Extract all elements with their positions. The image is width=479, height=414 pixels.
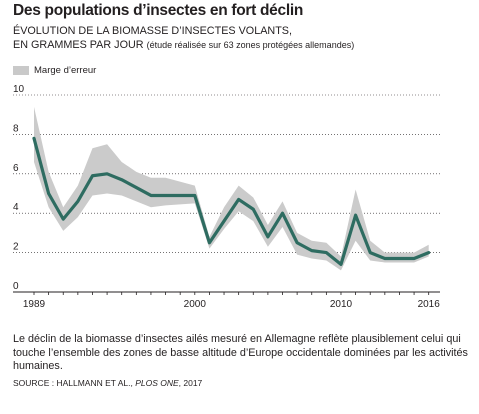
y-tick-label-8: 8 — [13, 123, 19, 134]
data-point-2003 — [237, 198, 240, 201]
subtitle-line-2: EN GRAMMES PAR JOUR (étude réalisée sur … — [13, 38, 354, 52]
chart-legend: Marge d’erreur — [13, 64, 96, 76]
data-point-2008 — [310, 249, 313, 252]
data-point-2015 — [412, 257, 416, 260]
data-point-2000 — [193, 194, 196, 197]
legend-swatch-error-margin — [13, 65, 29, 75]
data-point-2012 — [369, 251, 372, 254]
error-band — [34, 106, 429, 271]
x-tick-label-1989: 1989 — [23, 299, 46, 310]
subtitle-line-1: ÉVOLUTION DE LA BIOMASSE D’INSECTES VOLA… — [13, 25, 292, 37]
data-point-1995 — [120, 178, 123, 181]
y-tick-label-0: 0 — [13, 281, 19, 292]
data-point-2014 — [398, 257, 401, 260]
source-journal: PLOS ONE — [135, 378, 179, 388]
chart-source: SOURCE : HALLMANN ET AL., PLOS ONE, 2017 — [13, 378, 202, 388]
data-point-1990 — [47, 192, 50, 195]
y-axis-labels: 0 2 4 6 8 10 — [13, 84, 25, 292]
x-tick-label-2000: 2000 — [184, 299, 207, 310]
data-point-2013 — [383, 257, 387, 260]
data-point-1989 — [32, 137, 36, 140]
x-axis — [13, 291, 440, 295]
y-tick-label-10: 10 — [13, 84, 25, 95]
chart-svg: 0 2 4 6 8 10 1989 2000 2010 2016 — [13, 84, 440, 310]
x-axis-labels: 1989 2000 2010 2016 — [23, 299, 440, 310]
data-point-1998 — [164, 194, 167, 197]
y-tick-label-4: 4 — [13, 202, 19, 213]
grid-lines — [13, 94, 440, 253]
series-line-group — [32, 136, 431, 267]
data-point-2004 — [252, 208, 255, 211]
x-tick-label-2016: 2016 — [418, 299, 441, 310]
y-tick-label-2: 2 — [13, 242, 19, 253]
subtitle-line-2-text: EN GRAMMES PAR JOUR — [13, 39, 144, 51]
data-point-1991 — [62, 217, 65, 221]
data-point-1994 — [105, 172, 109, 175]
data-point-1993 — [91, 174, 94, 177]
chart-title: Des populations d’insectes en fort décli… — [13, 2, 304, 19]
y-tick-label-6: 6 — [13, 163, 19, 174]
source-prefix: SOURCE : HALLMANN ET AL., — [13, 378, 136, 388]
source-suffix: , 2017 — [178, 378, 203, 388]
data-point-1992 — [76, 200, 80, 203]
error-band-group — [34, 106, 429, 271]
data-point-2001 — [208, 241, 211, 244]
x-tick-label-2010: 2010 — [330, 299, 353, 310]
data-point-1997 — [149, 194, 153, 197]
data-point-2010 — [339, 263, 343, 266]
data-point-1996 — [135, 186, 138, 189]
data-point-2007 — [295, 241, 299, 244]
data-point-2016 — [427, 251, 430, 254]
chart-subtitle: ÉVOLUTION DE LA BIOMASSE D’INSECTES VOLA… — [13, 24, 354, 52]
data-point-2002 — [222, 219, 226, 223]
data-point-2011 — [354, 213, 357, 217]
data-point-2005 — [266, 235, 270, 239]
subtitle-note: (étude réalisée sur 63 zones protégées a… — [146, 40, 355, 50]
chart-caption: Le déclin de la biomasse d’insectes ailé… — [13, 333, 468, 372]
data-point-2006 — [281, 212, 284, 215]
legend-label-error-margin: Marge d’erreur — [34, 64, 97, 76]
data-point-2009 — [325, 251, 328, 254]
